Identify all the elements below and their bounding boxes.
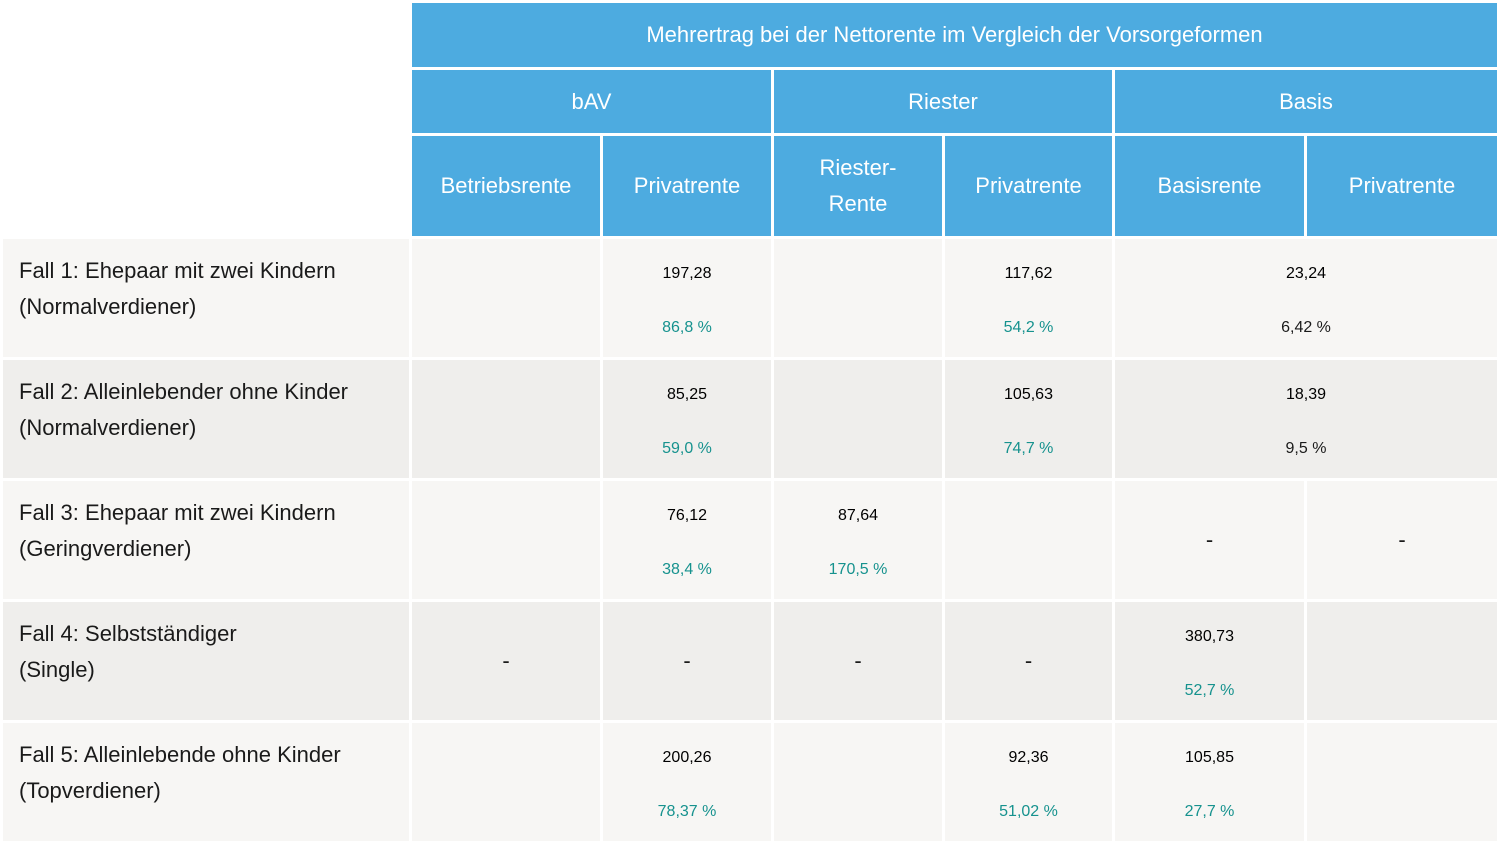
row-1-basis-percent: 6,42 % (1281, 319, 1331, 336)
column-header-riester-privatrente: Privatrente (945, 136, 1112, 236)
row-3-basis-privatrente-dash: - (1398, 527, 1406, 552)
row-3-riester-rente-percent: 170,5 % (828, 561, 888, 578)
row-4-bav-privatrente: - (603, 602, 771, 720)
column-header-basisrente: Basisrente (1115, 136, 1304, 236)
row-3-label-line2: (Geringverdiener) (19, 536, 192, 561)
row-5-riester-privatrente-value: 92,36 (1008, 749, 1049, 766)
row-3-basis-privatrente: - (1307, 481, 1497, 599)
column-basis-privatrente-label: Privatrente (1348, 173, 1456, 198)
row-1-label-line2: (Normalverdiener) (19, 294, 197, 319)
group-header-bav: bAV (412, 70, 771, 133)
row-2-bav-privatrente: 85,25 59,0 % (603, 360, 771, 478)
column-header-bav-privatrente: Privatrente (603, 136, 771, 236)
row-4-basisrente: 380,73 52,7 % (1115, 602, 1304, 720)
row-2-basis-value: 18,39 (1285, 386, 1327, 403)
row-2-riester-privatrente-percent: 74,7 % (1003, 440, 1054, 457)
table-title-text: Mehrertrag bei der Nettorente im Verglei… (646, 22, 1263, 47)
column-riester-privatrente-label: Privatrente (975, 173, 1082, 198)
row-4-label: Fall 4: Selbstständiger (Single) (3, 602, 409, 720)
column-basisrente-label: Basisrente (1157, 173, 1262, 198)
row-4-riester-privatrente-dash: - (1024, 648, 1033, 673)
row-3-riester-rente: 87,64 170,5 % (774, 481, 942, 599)
row-4-basisrente-value: 380,73 (1185, 628, 1234, 645)
row-3-riester-rente-value: 87,64 (837, 507, 879, 524)
row-2-betriebsrente (412, 360, 600, 478)
row-4-riester-rente-dash: - (854, 648, 862, 673)
row-4-bav-privatrente-dash: - (683, 648, 691, 673)
row-5-label: Fall 5: Alleinlebende ohne Kinder (Topve… (3, 723, 409, 841)
row-1-label-line1: Fall 1: Ehepaar mit zwei Kindern (19, 258, 336, 283)
row-1-label: Fall 1: Ehepaar mit zwei Kindern (Normal… (3, 239, 409, 357)
column-betriebsrente-label: Betriebsrente (440, 173, 572, 198)
row-2-basis: 18,39 9,5 % (1115, 360, 1497, 478)
row-4-betriebsrente-dash: - (502, 648, 510, 673)
row-5-bav-privatrente: 200,26 78,37 % (603, 723, 771, 841)
row-5-riester-rente (774, 723, 942, 841)
row-2-label-line2: (Normalverdiener) (19, 415, 197, 440)
row-2-basis-percent: 9,5 % (1285, 440, 1327, 457)
row-5-basisrente-value: 105,85 (1185, 749, 1234, 766)
row-1-bav-privatrente: 197,28 86,8 % (603, 239, 771, 357)
row-3-label-line1: Fall 3: Ehepaar mit zwei Kindern (19, 500, 336, 525)
row-2-riester-privatrente-value: 105,63 (1004, 386, 1053, 403)
group-header-basis: Basis (1115, 70, 1497, 133)
group-header-riester: Riester (774, 70, 1112, 133)
row-5-betriebsrente (412, 723, 600, 841)
column-header-riester-rente: Riester- Rente (774, 136, 942, 236)
row-5-basisrente-percent: 27,7 % (1184, 803, 1235, 820)
row-2-riester-rente (774, 360, 942, 478)
row-3-riester-privatrente (945, 481, 1112, 599)
row-1-basis-value: 23,24 (1285, 265, 1327, 282)
row-1-betriebsrente (412, 239, 600, 357)
column-bav-privatrente-label: Privatrente (633, 173, 741, 198)
row-1-bav-privatrente-value: 197,28 (662, 265, 712, 282)
row-4-label-line2: (Single) (19, 657, 95, 682)
column-header-betriebsrente: Betriebsrente (412, 136, 600, 236)
row-5-basisrente: 105,85 27,7 % (1115, 723, 1304, 841)
row-3-basisrente-dash: - (1205, 527, 1214, 552)
row-5-riester-privatrente: 92,36 51,02 % (945, 723, 1112, 841)
group-riester-label: Riester (908, 88, 978, 114)
row-3-label: Fall 3: Ehepaar mit zwei Kindern (Gering… (3, 481, 409, 599)
row-2-label: Fall 2: Alleinlebender ohne Kinder (Norm… (3, 360, 409, 478)
row-5-basis-privatrente (1307, 723, 1497, 841)
row-3-bav-privatrente: 76,12 38,4 % (603, 481, 771, 599)
row-4-betriebsrente: - (412, 602, 600, 720)
table-title: Mehrertrag bei der Nettorente im Verglei… (412, 3, 1497, 67)
row-3-bav-privatrente-percent: 38,4 % (662, 561, 712, 578)
row-1-bav-privatrente-percent: 86,8 % (662, 319, 712, 336)
row-2-bav-privatrente-value: 85,25 (666, 386, 708, 403)
row-1-riester-rente (774, 239, 942, 357)
row-5-label-line1: Fall 5: Alleinlebende ohne Kinder (19, 742, 341, 767)
row-4-riester-rente: - (774, 602, 942, 720)
row-1-riester-privatrente: 117,62 54,2 % (945, 239, 1112, 357)
row-4-label-line1: Fall 4: Selbstständiger (19, 621, 237, 646)
row-4-basisrente-percent: 52,7 % (1184, 682, 1235, 699)
row-2-riester-privatrente: 105,63 74,7 % (945, 360, 1112, 478)
row-1-basis: 23,24 6,42 % (1115, 239, 1497, 357)
column-header-basis-privatrente: Privatrente (1307, 136, 1497, 236)
row-5-label-line2: (Topverdiener) (19, 778, 161, 803)
row-4-basis-privatrente (1307, 602, 1497, 720)
row-5-riester-privatrente-percent: 51,02 % (999, 803, 1058, 820)
row-4-riester-privatrente: - (945, 602, 1112, 720)
row-2-label-line1: Fall 2: Alleinlebender ohne Kinder (19, 379, 349, 404)
row-1-riester-privatrente-value: 117,62 (1004, 265, 1053, 282)
row-3-betriebsrente (412, 481, 600, 599)
row-3-bav-privatrente-value: 76,12 (666, 507, 708, 524)
group-basis-label: Basis (1279, 88, 1333, 114)
row-5-bav-privatrente-value: 200,26 (662, 749, 712, 766)
column-riester-rente-label-1: Riester- (819, 155, 897, 180)
column-riester-rente-label-2: Rente (828, 191, 888, 216)
row-1-riester-privatrente-percent: 54,2 % (1003, 319, 1054, 336)
row-2-bav-privatrente-percent: 59,0 % (662, 440, 712, 457)
row-5-bav-privatrente-percent: 78,37 % (657, 803, 717, 820)
group-bav-label: bAV (571, 88, 612, 114)
row-3-basisrente: - (1115, 481, 1304, 599)
